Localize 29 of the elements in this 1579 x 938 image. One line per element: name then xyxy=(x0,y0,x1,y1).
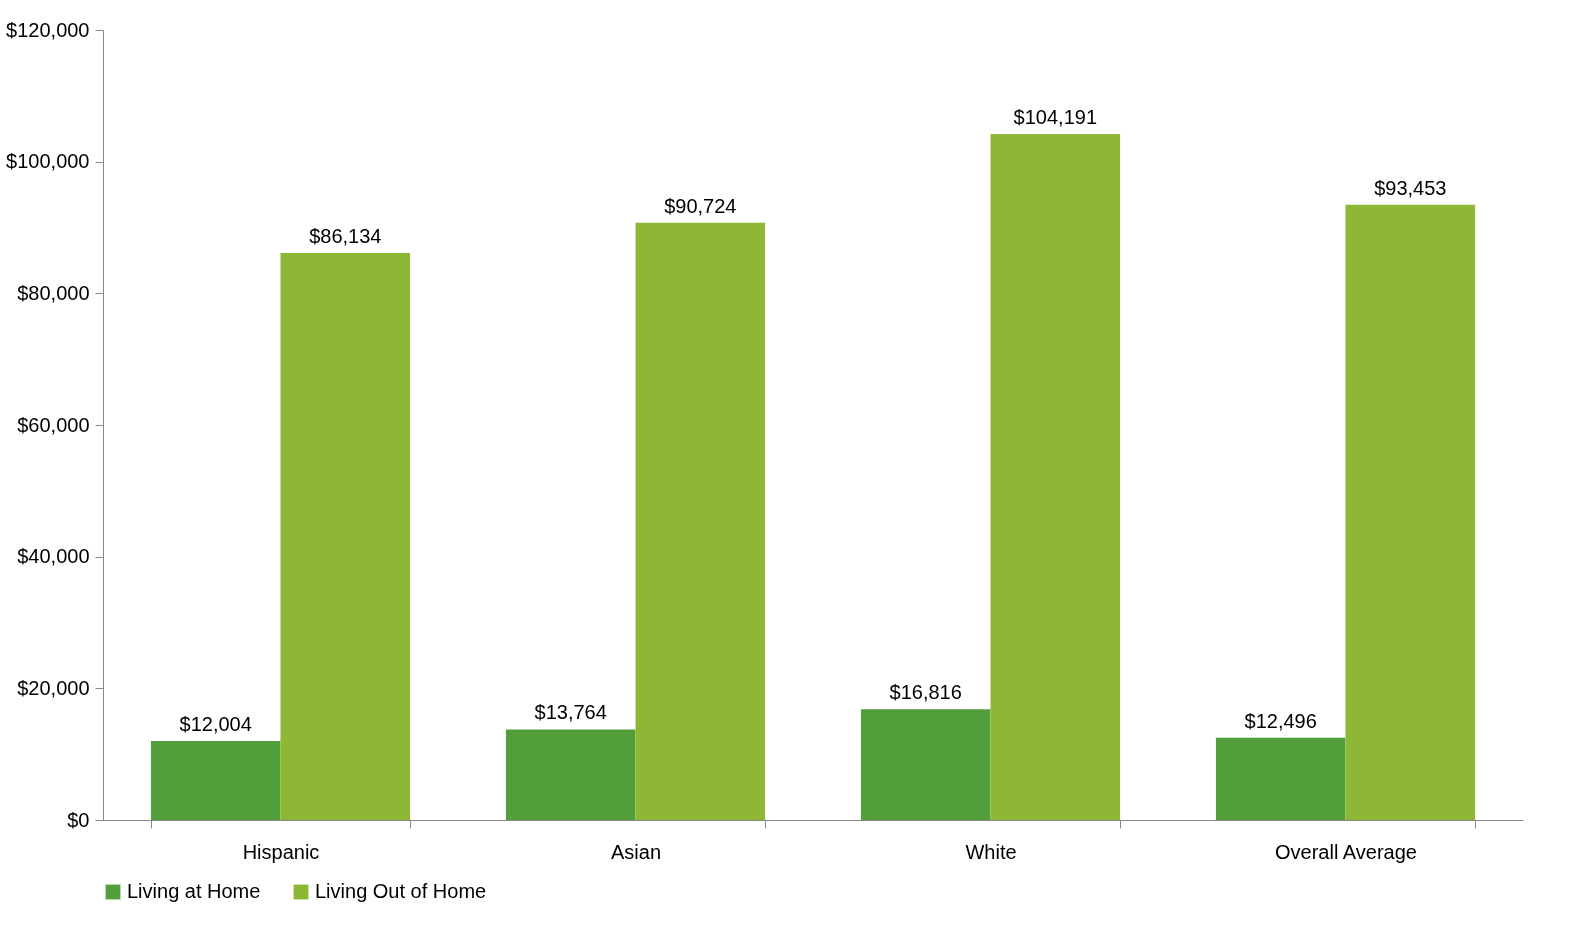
y-tick-label: $20,000 xyxy=(17,676,90,699)
x-tick-label: Overall Average xyxy=(1275,840,1417,863)
bar xyxy=(990,134,1121,820)
data-label: $12,496 xyxy=(1244,709,1317,732)
data-label: $12,004 xyxy=(179,712,252,735)
bar xyxy=(150,740,281,820)
y-tick-label: $100,000 xyxy=(6,150,90,173)
bar xyxy=(505,729,636,820)
y-tick-label: $120,000 xyxy=(6,18,90,41)
bar xyxy=(1215,737,1346,820)
y-tick-label: $0 xyxy=(67,808,90,831)
y-tick-label: $60,000 xyxy=(17,413,90,436)
data-label: $13,764 xyxy=(534,701,607,724)
bar xyxy=(280,252,411,820)
data-label: $16,816 xyxy=(889,681,962,704)
data-label: $86,134 xyxy=(309,224,382,247)
x-tick-label: White xyxy=(965,840,1017,863)
bar xyxy=(860,709,991,820)
bar xyxy=(635,222,766,820)
legend-label: Living at Home xyxy=(127,880,261,902)
data-label: $104,191 xyxy=(1013,106,1097,129)
y-tick-label: $40,000 xyxy=(17,545,90,568)
x-tick-label: Asian xyxy=(610,840,662,863)
x-tick-label: Hispanic xyxy=(242,840,320,863)
legend-label: Living Out of Home xyxy=(315,880,487,902)
y-tick-label: $80,000 xyxy=(17,281,90,304)
data-label: $90,724 xyxy=(664,194,737,217)
bar xyxy=(1345,204,1476,820)
data-label: $93,453 xyxy=(1374,176,1447,199)
